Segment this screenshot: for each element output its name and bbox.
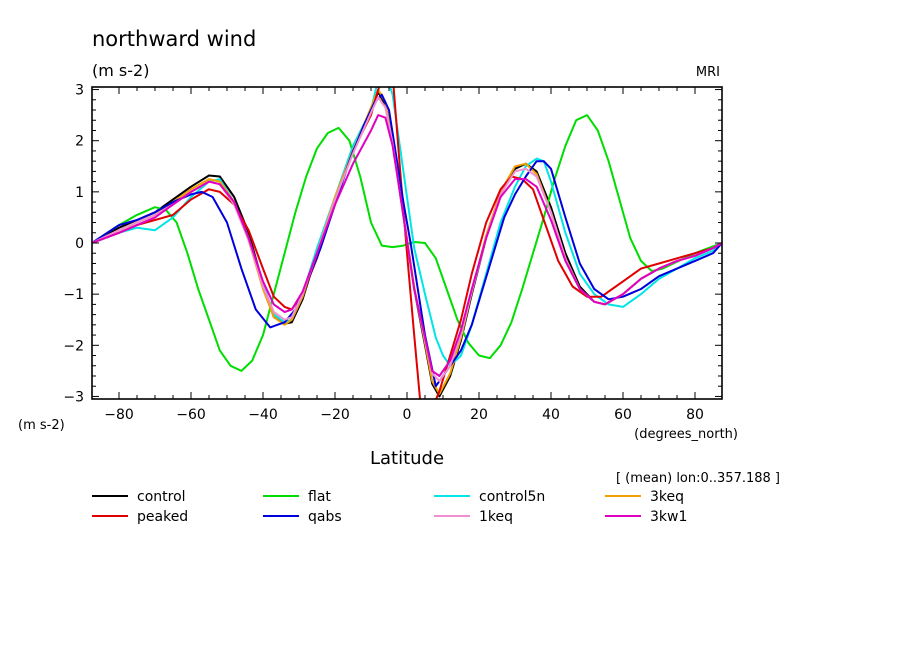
y-tick-label: −2 — [63, 338, 84, 354]
x-tick-label: 80 — [686, 407, 704, 423]
y-tick-label: −1 — [63, 287, 84, 303]
x-axis-label: Latitude — [370, 448, 444, 469]
legend-label-qabs: qabs — [308, 509, 342, 525]
series-qabs-line — [92, 93, 722, 388]
chart-units: (m s-2) — [92, 61, 149, 80]
x-tick-label: −80 — [104, 407, 134, 423]
chart-title: northward wind — [92, 27, 256, 51]
axis-layer: −80 −60 −40 −20 0 20 40 60 80 −3 −2 −1 0 1 2 3 — [63, 83, 722, 423]
x-tick-label: 40 — [542, 407, 560, 423]
series-3kw1-line — [92, 114, 722, 377]
legend-label-3kw1: 3kw1 — [650, 509, 687, 525]
y-tick-label: −3 — [63, 389, 84, 405]
legend-label-1keq: 1keq — [479, 509, 513, 525]
y-axis-units: (m s-2) — [18, 418, 65, 433]
x-tick-label: 60 — [614, 407, 632, 423]
series-layer — [92, 87, 722, 399]
x-axis-units: (degrees_north) — [634, 427, 738, 442]
legend-label-control5n: control5n — [479, 489, 545, 505]
y-tick-label: 0 — [75, 236, 84, 252]
x-tick-label: −60 — [176, 407, 206, 423]
legend-label-flat: flat — [308, 489, 331, 505]
x-tick-label: 0 — [403, 407, 412, 423]
x-tick-label: −40 — [248, 407, 278, 423]
model-label: MRI — [696, 65, 720, 80]
legend-label-peaked: peaked — [137, 509, 188, 525]
series-flat-line — [92, 114, 722, 372]
legend: control peaked flat qabs control5n 1keq 3keq 3k… — [92, 489, 687, 525]
y-tick-label: 2 — [75, 134, 84, 150]
y-tick-label: 1 — [75, 185, 84, 201]
x-tick-label: −20 — [320, 407, 350, 423]
subtitle: [ (mean) lon:0..357.188 ] — [616, 471, 780, 486]
legend-label-3keq: 3keq — [650, 489, 684, 505]
legend-label-control: control — [137, 489, 186, 505]
y-tick-label: 3 — [75, 83, 84, 99]
x-tick-label: 20 — [470, 407, 488, 423]
